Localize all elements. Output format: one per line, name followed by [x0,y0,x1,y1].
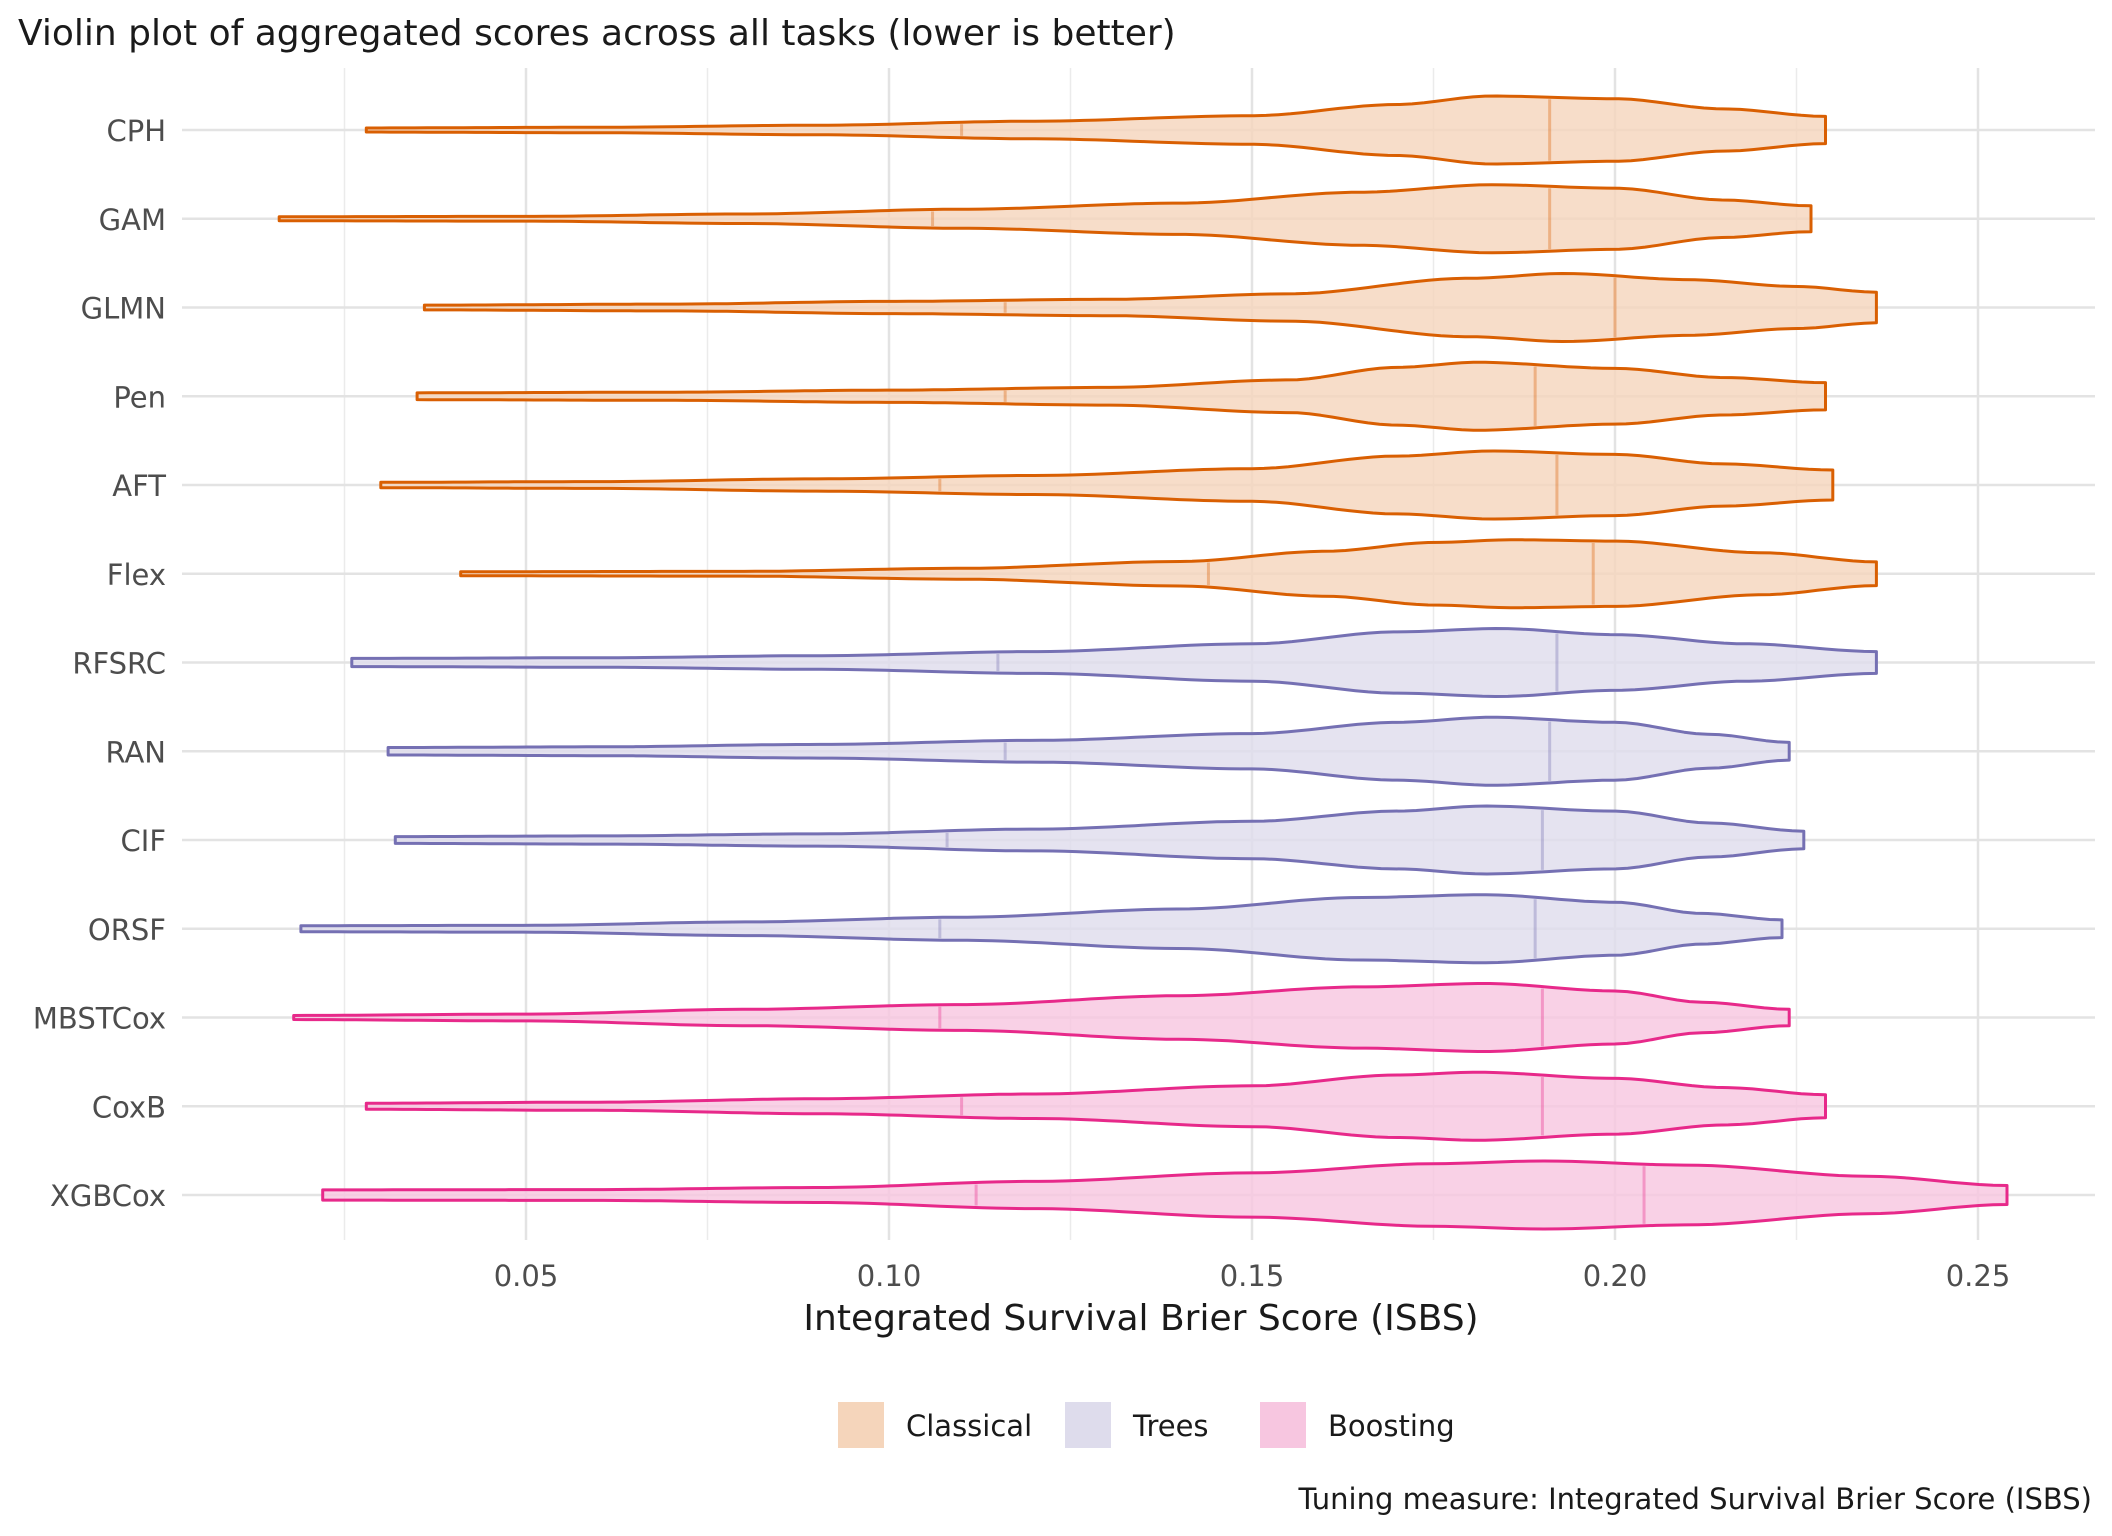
x-axis-tick-labels: 0.05 0.10 0.15 0.20 0.25 [494,1259,2011,1293]
x-tick-label: 0.15 [1220,1259,1285,1293]
legend-label: Trees [1132,1409,1209,1443]
y-axis-labels: CPH GAM GLMN Pen AFT Flex RFSRC RAN CIF ORSF MBSTC… [33,114,166,1213]
y-tick-label: RFSRC [72,647,166,681]
violin-shape [277,183,1813,255]
violin-shape [393,804,1806,876]
y-tick-label: GAM [99,203,166,237]
x-tick-label: 0.05 [494,1259,559,1293]
y-tick-label: GLMN [81,292,166,326]
violin-cif [393,804,1806,876]
y-tick-label: CPH [106,114,166,148]
x-tick-label: 0.10 [857,1259,922,1293]
violin-shape [364,94,1827,166]
x-axis-label: Integrated Survival Brier Score (ISBS) [803,1298,1478,1339]
legend-item-classical: Classical [838,1402,1032,1448]
violin-orsf [299,893,1784,965]
violin-shape [386,715,1791,787]
y-tick-label: MBSTCox [33,1002,166,1036]
violin-rfsrc [350,627,1878,698]
violin-flex [459,538,1878,610]
y-tick-label: Flex [107,558,166,592]
violin-shape [292,982,1791,1053]
chart-caption: Tuning measure: Integrated Survival Brie… [1297,1482,2092,1516]
legend-item-boosting: Boosting [1260,1402,1455,1448]
violin-shape [415,360,1827,432]
legend-item-trees: Trees [1065,1402,1209,1448]
violin-shape [364,1070,1827,1142]
y-tick-label: XGBCox [50,1179,166,1213]
y-tick-label: CoxB [92,1090,166,1124]
violins [277,94,2009,1231]
y-tick-label: ORSF [88,913,166,947]
violin-ran [386,715,1791,787]
x-tick-label: 0.20 [1583,1259,1648,1293]
legend-swatch [1065,1402,1111,1448]
legend-swatch [1260,1402,1306,1448]
violin-shape [321,1159,2009,1231]
legend: Classical Trees Boosting [838,1402,1455,1448]
legend-label: Classical [906,1409,1032,1443]
violin-cph [364,94,1827,166]
x-tick-label: 0.25 [1946,1259,2011,1293]
violin-shape [459,538,1878,610]
y-tick-label: CIF [121,824,166,858]
violin-glmn [422,272,1878,343]
legend-label: Boosting [1328,1409,1455,1443]
y-tick-label: RAN [105,735,166,769]
violin-aft [379,449,1835,521]
violin-gam [277,183,1813,255]
violin-coxb [364,1070,1827,1142]
violin-pen [415,360,1827,432]
violin-shape [350,627,1878,698]
violin-shape [299,893,1784,965]
violin-mbstcox [292,982,1791,1053]
violin-shape [379,449,1835,521]
violin-shape [422,272,1878,343]
violin-xgbcox [321,1159,2009,1231]
chart-title: Violin plot of aggregated scores across … [18,13,1176,54]
legend-swatch [838,1402,884,1448]
y-tick-label: AFT [112,469,166,503]
y-tick-label: Pen [113,380,166,414]
